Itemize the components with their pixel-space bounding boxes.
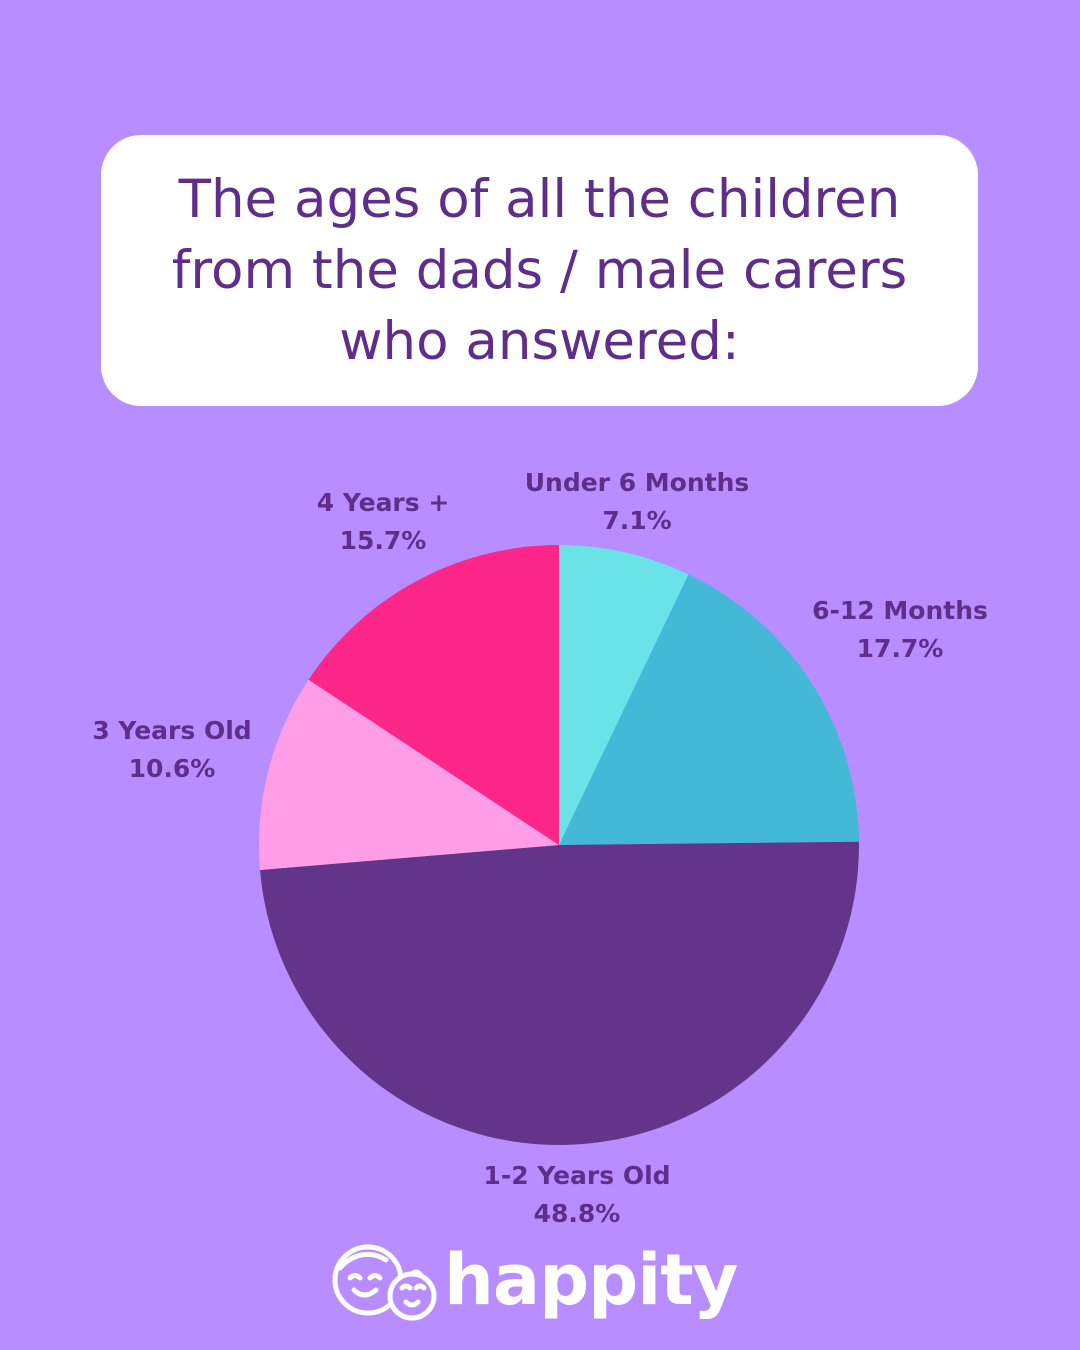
- brand-name: happity: [444, 1239, 738, 1321]
- pie-slice-under-6-months: [559, 545, 689, 845]
- pie-slice-3-years-old: [258, 679, 559, 870]
- chart-title: The ages of all the children from the da…: [171, 169, 908, 372]
- slice-label-3-years-old: 3 Years Old: [92, 716, 251, 745]
- pie-slice-1-2-years-old: [260, 841, 859, 1145]
- parent-and-baby-faces-icon: [332, 1244, 437, 1321]
- pie-slice-6-12-months: [559, 574, 859, 845]
- slice-label-6-12-months: 6-12 Months: [812, 596, 988, 625]
- title-card: The ages of all the children from the da…: [101, 135, 978, 406]
- slice-label-1-2-years-old: 1-2 Years Old: [483, 1161, 670, 1190]
- happity-logo: happity: [330, 1238, 738, 1322]
- slice-value-4-years: 15.7%: [340, 526, 427, 555]
- pie-slice-4-years: [308, 545, 559, 845]
- slice-value-1-2-years-old: 48.8%: [534, 1199, 621, 1228]
- slice-value-under-6-months: 7.1%: [602, 506, 671, 535]
- slice-label-4-years: 4 Years +: [317, 488, 450, 517]
- slice-label-under-6-months: Under 6 Months: [525, 468, 750, 497]
- slice-value-3-years-old: 10.6%: [129, 754, 216, 783]
- slice-value-6-12-months: 17.7%: [857, 634, 944, 663]
